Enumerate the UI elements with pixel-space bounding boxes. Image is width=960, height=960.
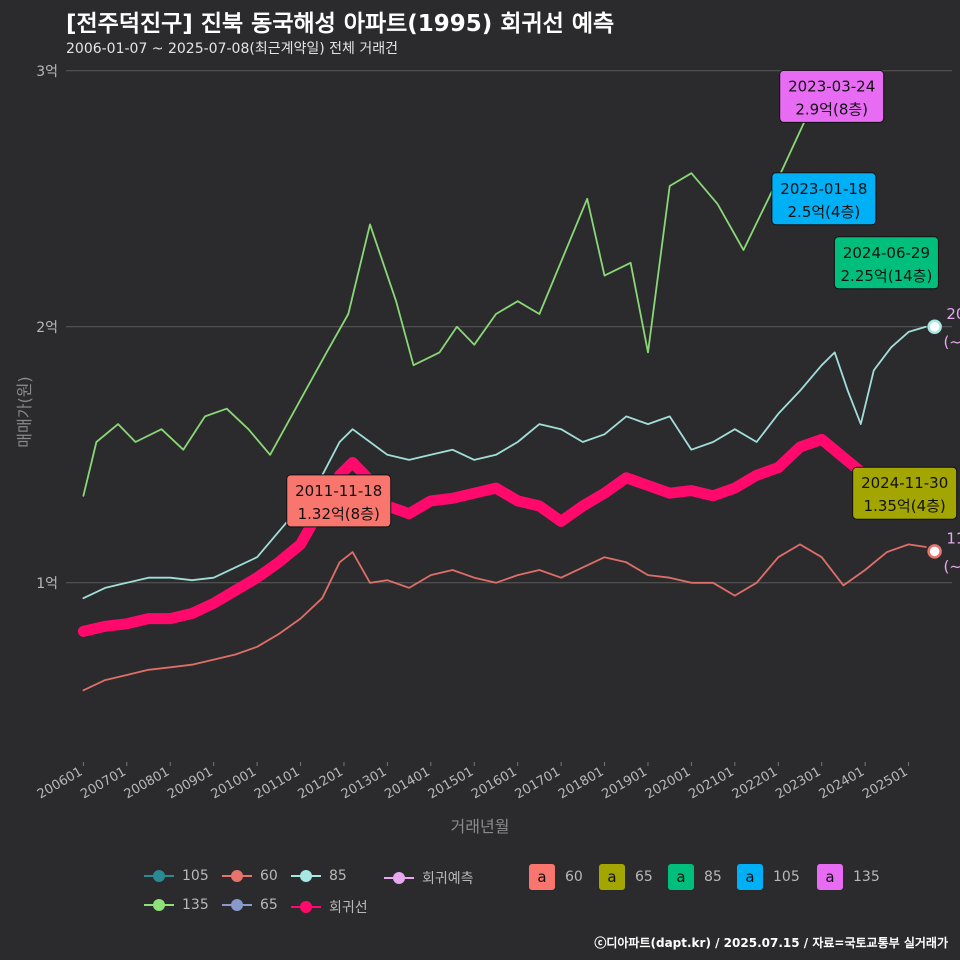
annotation-box [833, 236, 939, 290]
legend-105-symbol [142, 868, 176, 884]
legend-box-105: a 105 [737, 864, 800, 890]
legend-box-135: a 135 [817, 864, 880, 890]
legend-box-60: a 60 [529, 864, 583, 890]
x-tick-label: 200901 [165, 764, 215, 802]
legend-box-85: a 85 [668, 864, 722, 890]
x-tick-label: 201101 [252, 764, 302, 802]
annotation-value: 2.25억(14층) [841, 267, 933, 285]
x-tick-label: 201501 [426, 764, 476, 802]
legend-item-regression: 회귀선 [289, 897, 368, 917]
legend-item-135: 135 [142, 897, 209, 913]
x-tick-label: 202501 [860, 764, 910, 802]
x-tick-label: 200801 [122, 764, 172, 802]
legend-box-105-label: 105 [773, 869, 800, 885]
x-tick-label: 202001 [643, 764, 693, 802]
forecast-marker-85 [927, 319, 942, 335]
y-axis-label: 매매가(원) [15, 376, 34, 448]
annotation-date: 2023-01-18 [780, 180, 867, 198]
legend-forecast-symbol [382, 870, 416, 886]
legend-60-symbol [220, 868, 254, 884]
forecast-value-label: 11,229 [946, 529, 960, 547]
x-tick-label: 201601 [469, 764, 519, 802]
legend-box-60-label: 60 [565, 869, 583, 885]
legend-60-label: 60 [260, 868, 278, 884]
annotation-box [286, 474, 392, 528]
y-tick-label: 2억 [36, 320, 58, 336]
x-axis-label: 거래년월 [450, 817, 510, 836]
legend-box-85-swatch: a [668, 864, 694, 890]
x-tick-label: 202101 [686, 764, 736, 802]
legend-box-85-label: 85 [704, 869, 722, 885]
annotation-box [771, 172, 877, 226]
series-line-회귀선 [77, 433, 932, 637]
annotation-value: 1.35억(4층) [864, 497, 946, 515]
series-line-85 [82, 325, 927, 600]
chart-subtitle: 2006-01-07 ~ 2025-07-08(최근계약일) 전체 거래건 [66, 41, 398, 57]
x-tick-label: 201301 [339, 764, 389, 802]
series-line-60 [82, 543, 927, 692]
forecast-value-label: 20,000 [946, 305, 960, 323]
legend-box-60-swatch: a [529, 864, 555, 890]
legend-box-65-label: 65 [635, 869, 653, 885]
x-tick-label: 202201 [730, 764, 780, 802]
legend-box-135-swatch: a [817, 864, 843, 890]
legend-box-135-label: 135 [853, 869, 880, 885]
x-tick-label: 202301 [773, 764, 823, 802]
legend-box-65: a 65 [599, 864, 653, 890]
legend-item-forecast: 회귀예측 [382, 868, 474, 888]
legend-regression-label: 회귀선 [329, 900, 368, 916]
y-tick-label: 3억 [36, 64, 58, 80]
x-tick-label: 200701 [78, 764, 128, 802]
annotation-date: 2011-11-18 [295, 482, 382, 500]
legend-135-symbol [142, 897, 176, 913]
x-tick-label: 201901 [599, 764, 649, 802]
legend-65-symbol [220, 897, 254, 913]
x-tick-label: 201001 [209, 764, 259, 802]
x-tick-label: 201701 [513, 764, 563, 802]
legend-regression-symbol [289, 899, 323, 915]
legend-item-60: 60 [220, 868, 278, 884]
series-line-135 [82, 95, 858, 497]
legend-85-symbol [289, 868, 323, 884]
legend-105-label: 105 [182, 868, 209, 884]
legend-135-label: 135 [182, 897, 209, 913]
x-tick-label: 200601 [35, 764, 85, 802]
x-tick-label: 202401 [817, 764, 867, 802]
legend-item-105: 105 [142, 868, 209, 884]
footer-credit: ⓒ디아파트(dapt.kr) / 2025.07.15 / 자료=국토교통부 실… [594, 936, 948, 950]
legend-box-65-swatch: a [599, 864, 625, 890]
annotation-value: 2.5억(4층) [788, 203, 861, 221]
chart-title: [전주덕진구] 진북 동국해성 아파트(1995) 회귀선 예측 [66, 11, 615, 37]
annotation-box [779, 69, 885, 123]
annotation-date: 2023-03-24 [788, 77, 875, 95]
legend-65-label: 65 [260, 897, 278, 913]
legend-box-105-swatch: a [737, 864, 763, 890]
legend-forecast-label: 회귀예측 [422, 871, 474, 887]
annotation-box [852, 466, 958, 520]
annotation-date: 2024-06-29 [843, 244, 930, 262]
legend-item-65: 65 [220, 897, 278, 913]
annotation-value: 1.32억(8층) [298, 505, 380, 523]
annotation-value: 2.9억(8층) [795, 100, 868, 118]
forecast-marker-60 [927, 544, 942, 559]
x-tick-label: 201801 [556, 764, 606, 802]
legend-item-85: 85 [289, 868, 347, 884]
forecast-area-label: (~60㎡) [943, 557, 960, 575]
x-tick-label: 201401 [382, 764, 432, 802]
annotation-date: 2024-11-30 [861, 474, 948, 492]
y-tick-label: 1억 [36, 576, 58, 592]
forecast-area-label: (~85㎡) [943, 333, 960, 351]
x-tick-label: 201201 [295, 764, 345, 802]
legend-85-label: 85 [329, 868, 347, 884]
